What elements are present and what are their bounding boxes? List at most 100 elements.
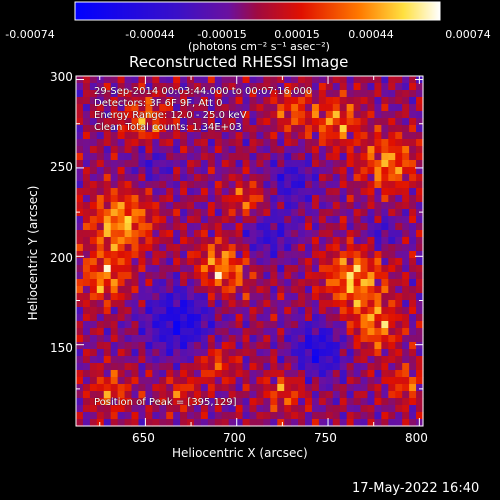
heatmap-cell [152,125,160,133]
heatmap-cell [131,377,140,385]
heatmap-cell [89,314,98,322]
heatmap-cell [110,202,119,210]
heatmap-cell [367,335,376,343]
heatmap-cell [318,419,327,427]
heatmap-cell [346,251,355,259]
heatmap-cell [96,300,105,308]
heatmap-cell [374,111,382,119]
heatmap-cell [416,97,424,105]
heatmap-cell [180,398,188,406]
heatmap-cell [152,356,160,364]
heatmap-cell [388,104,396,112]
heatmap-cell [117,258,126,266]
heatmap-cell [193,111,202,119]
heatmap-cell [381,342,389,350]
heatmap-cell [311,125,320,133]
heatmap-cell [311,209,320,217]
heatmap-cell [207,216,216,224]
heatmap-cell [124,97,133,105]
heatmap-cell [395,90,403,98]
heatmap-cell [381,384,389,392]
heatmap-cell [193,174,202,182]
heatmap-cell [374,412,382,420]
heatmap-cell [346,314,355,322]
heatmap-cell [381,139,389,147]
heatmap-cell [249,118,258,126]
y-tick-label: 150 [50,341,73,355]
heatmap-cell [173,391,181,399]
heatmap-cell [402,244,410,252]
heatmap-cell [332,97,341,105]
heatmap-cell [409,146,417,154]
heatmap-cell [103,132,112,140]
heatmap-cell [200,300,209,308]
heatmap-cell [374,181,382,189]
heatmap-cell [381,83,389,91]
heatmap-cell [110,104,119,112]
heatmap-cell [291,272,299,280]
heatmap-cell [152,391,160,399]
heatmap-cell [339,384,348,392]
heatmap-cell [374,251,382,259]
heatmap-cell [305,384,313,392]
heatmap-cell [339,258,348,266]
heatmap-cell [353,83,362,91]
heatmap-cell [207,188,216,196]
heatmap-cell [374,174,382,182]
heatmap-cell [242,321,251,329]
heatmap-cell [353,356,362,364]
heatmap-cell [305,160,313,168]
heatmap-cell [76,97,84,105]
heatmap-cell [284,125,292,133]
heatmap-cell [374,90,382,98]
heatmap-cell [305,209,313,217]
heatmap-cell [131,251,140,259]
heatmap-cell [256,335,264,343]
heatmap-cell [402,314,410,322]
heatmap-cell [353,321,362,329]
heatmap-cell [221,97,230,105]
heatmap-cell [131,391,140,399]
heatmap-cell [103,265,112,273]
heatmap-cell [82,244,91,252]
heatmap-cell [416,146,424,154]
heatmap-cell [166,209,174,217]
heatmap-cell [311,104,320,112]
heatmap-cell [228,139,237,147]
heatmap-cell [277,293,285,301]
heatmap-cell [180,293,188,301]
heatmap-cell [96,118,105,126]
heatmap-cell [131,419,140,427]
heatmap-cell [138,279,146,287]
heatmap-cell [395,223,403,231]
heatmap-cell [76,146,84,154]
heatmap-cell [332,167,341,175]
heatmap-cell [256,412,264,420]
heatmap-cell [291,314,299,322]
heatmap-cell [249,160,258,168]
heatmap-cell [242,230,251,238]
heatmap-cell [124,279,133,287]
heatmap-cell [402,195,410,203]
heatmap-cell [242,104,251,112]
heatmap-cell [395,349,403,357]
heatmap-cell [187,349,195,357]
heatmap-cell [318,398,327,406]
heatmap-cell [235,251,244,259]
heatmap-cell [214,188,223,196]
heatmap-cell [96,209,105,217]
heatmap-cell [270,342,278,350]
heatmap-cell [207,223,216,231]
heatmap-cell [117,90,126,98]
heatmap-cell [145,370,153,378]
heatmap-cell [117,146,126,154]
heatmap-cell [360,174,369,182]
heatmap-cell [193,314,202,322]
heatmap-cell [332,398,341,406]
heatmap-cell [256,300,264,308]
heatmap-cell [159,412,167,420]
heatmap-cell [187,139,195,147]
heatmap-cell [409,76,417,84]
heatmap-cell [353,258,362,266]
heatmap-cell [180,216,188,224]
